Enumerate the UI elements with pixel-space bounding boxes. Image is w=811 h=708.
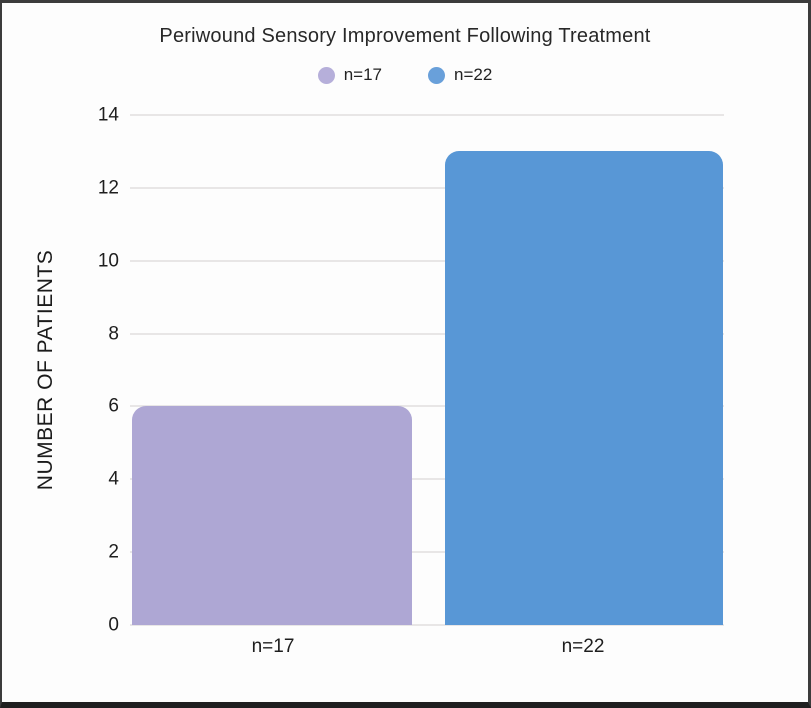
legend-item: n=17 (317, 65, 382, 85)
y-tick-label: 8 (108, 323, 119, 345)
legend-dot-icon (428, 66, 445, 84)
gridline (130, 405, 724, 408)
y-tick-label: 6 (108, 395, 119, 417)
x-category-label: n=22 (561, 636, 605, 657)
gridline (130, 259, 724, 262)
gridline (130, 551, 724, 554)
y-tick-label: 2 (108, 541, 119, 563)
legend-label: n=17 (343, 65, 382, 84)
gridline (130, 114, 724, 116)
y-tick-label: 4 (108, 468, 119, 490)
legend-item: n=22 (428, 65, 492, 85)
plot-area (130, 114, 724, 626)
legend-label: n=22 (454, 65, 493, 84)
gridline (130, 478, 724, 481)
legend-dot-icon (317, 66, 335, 84)
y-tick-label: 14 (97, 104, 119, 126)
chart-title: Periwound Sensory Improvement Following … (159, 25, 651, 47)
y-tick-label: 10 (97, 250, 119, 272)
legend: n=17 n=22 (2, 65, 808, 85)
bar-n=17 (132, 406, 412, 625)
gridline (130, 624, 724, 626)
y-axis-label: NUMBER OF PATIENTS (34, 249, 57, 491)
gridline (130, 186, 724, 189)
bar-n=22 (445, 151, 723, 625)
x-category-label: n=17 (251, 636, 295, 657)
y-tick-label: 0 (108, 614, 119, 636)
gridline (130, 332, 724, 335)
y-tick-label: 12 (97, 177, 119, 199)
